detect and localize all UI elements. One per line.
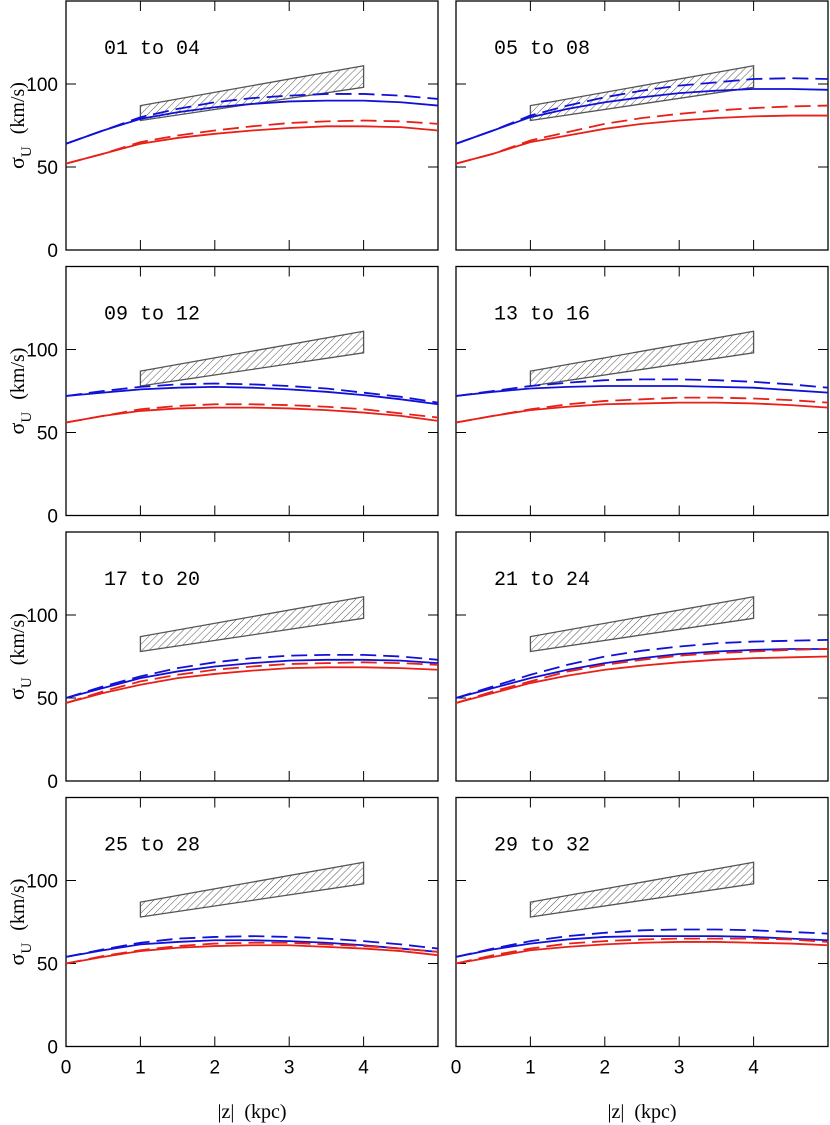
- series-line: [65, 93, 439, 145]
- x-tick-label: 1: [135, 1058, 146, 1079]
- band: [139, 64, 365, 122]
- band: [139, 330, 365, 387]
- series-line: [65, 941, 439, 965]
- x-tick-label: 0: [61, 1058, 72, 1079]
- series-line: [455, 396, 829, 424]
- series-line: [65, 944, 439, 965]
- panel-title: 21 to 24: [494, 569, 590, 592]
- y-tick-label: 0: [47, 1038, 58, 1059]
- series-line: [65, 403, 439, 424]
- x-tick-label: 2: [600, 1058, 611, 1079]
- y-axis-label: σU (km/s): [4, 82, 35, 169]
- x-axis-label: |z| (kpc): [607, 1101, 676, 1123]
- series-line: [65, 119, 439, 165]
- series-line: [455, 77, 829, 145]
- x-tick-label: 2: [210, 1058, 221, 1079]
- panel-frame: [455, 265, 829, 517]
- series-line: [65, 125, 439, 165]
- x-tick-label: 4: [358, 1058, 369, 1079]
- y-axis-label: σU (km/s): [4, 879, 35, 966]
- y-label-unit: (km/s): [7, 613, 29, 665]
- panel-title: 01 to 04: [104, 38, 200, 61]
- series-line: [65, 406, 439, 424]
- series-line: [455, 378, 829, 397]
- y-label-unit: (km/s): [7, 82, 29, 134]
- panel-frame: [455, 0, 829, 251]
- panel-title: 25 to 28: [104, 835, 200, 858]
- series-line: [455, 655, 829, 704]
- series-line: [455, 104, 829, 165]
- y-tick-label: 50: [37, 158, 58, 179]
- band: [529, 330, 755, 387]
- y-label-subscript: U: [19, 412, 35, 423]
- y-tick-label: 50: [37, 955, 58, 976]
- y-tick-label: 100: [26, 341, 58, 362]
- series-line: [455, 114, 828, 165]
- series-line: [455, 928, 829, 958]
- y-label-symbol: σ: [4, 688, 29, 700]
- series-line: [455, 639, 829, 699]
- band: [529, 861, 755, 918]
- y-tick-label: 100: [26, 872, 58, 893]
- series-line: [455, 648, 828, 699]
- x-tick-label: 4: [748, 1058, 759, 1079]
- series-line: [455, 88, 829, 145]
- series-line: [65, 658, 439, 699]
- y-label-symbol: σ: [4, 422, 29, 434]
- band: [529, 595, 755, 653]
- series-line: [65, 653, 439, 699]
- y-tick-label: 50: [37, 689, 58, 710]
- x-tick-label: 0: [451, 1058, 462, 1079]
- band: [139, 595, 365, 653]
- panel-title: 17 to 20: [104, 569, 200, 592]
- y-tick-label: 0: [47, 241, 58, 262]
- y-axis-label: σU (km/s): [4, 613, 35, 700]
- y-label-subscript: U: [19, 146, 35, 157]
- y-label-unit: (km/s): [7, 879, 29, 931]
- band: [139, 861, 365, 918]
- series-line: [65, 661, 439, 704]
- y-label-subscript: U: [19, 677, 35, 688]
- series-line: [455, 385, 829, 397]
- series-line: [65, 385, 439, 406]
- y-label-subscript: U: [19, 943, 35, 954]
- x-tick-label: 3: [674, 1058, 685, 1079]
- y-label-unit: (km/s): [7, 348, 29, 400]
- series-line: [455, 935, 829, 958]
- x-tick-label: 1: [525, 1058, 536, 1079]
- x-tick-label: 3: [284, 1058, 295, 1079]
- panel-frame: [455, 796, 829, 1048]
- series-line: [65, 935, 439, 958]
- panel-frame: [65, 531, 439, 782]
- series-line: [65, 666, 439, 704]
- series-line: [65, 382, 439, 404]
- y-tick-label: 100: [26, 606, 58, 627]
- y-label-symbol: σ: [4, 157, 29, 169]
- series-line: [455, 401, 829, 424]
- y-tick-label: 100: [26, 75, 58, 96]
- series-line: [455, 941, 829, 965]
- panel-title: 13 to 16: [494, 304, 590, 327]
- series-line: [455, 648, 829, 704]
- panel-title: 05 to 08: [494, 38, 590, 61]
- series-line: [455, 937, 829, 965]
- y-tick-label: 0: [47, 507, 58, 528]
- band: [529, 64, 755, 122]
- panel-frame: [65, 265, 439, 517]
- y-axis-label: σU (km/s): [4, 348, 35, 435]
- panel-frame: [65, 796, 439, 1048]
- y-tick-label: 50: [37, 424, 58, 445]
- panel-title: 29 to 32: [494, 835, 590, 858]
- y-label-symbol: σ: [4, 953, 29, 965]
- panel-title: 09 to 12: [104, 304, 200, 327]
- x-axis-label: |z| (kpc): [217, 1101, 286, 1123]
- series-line: [65, 99, 439, 145]
- y-tick-label: 0: [47, 772, 58, 793]
- panel-frame: [65, 0, 439, 251]
